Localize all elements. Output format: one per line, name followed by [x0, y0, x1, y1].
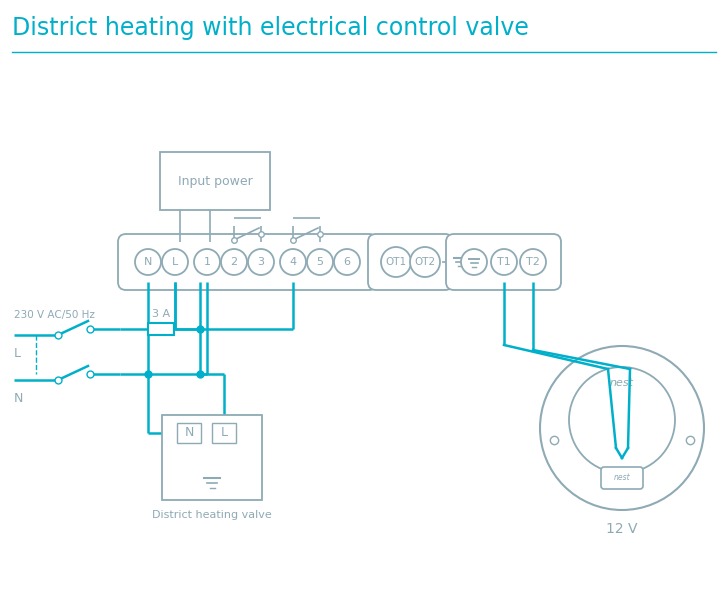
Text: 4: 4: [290, 257, 296, 267]
Circle shape: [461, 249, 487, 275]
Text: 230 V AC/50 Hz: 230 V AC/50 Hz: [14, 310, 95, 320]
Circle shape: [334, 249, 360, 275]
Text: nest: nest: [610, 378, 634, 388]
Bar: [177, 423, 201, 443]
Text: District heating valve: District heating valve: [152, 510, 272, 520]
Text: 1: 1: [204, 257, 210, 267]
Text: N: N: [144, 257, 152, 267]
FancyBboxPatch shape: [368, 234, 453, 290]
Bar: [160, 152, 270, 210]
Bar: [148, 323, 174, 335]
Circle shape: [410, 247, 440, 277]
Circle shape: [221, 249, 247, 275]
Circle shape: [248, 249, 274, 275]
Circle shape: [381, 247, 411, 277]
Circle shape: [520, 249, 546, 275]
Text: 3 A: 3 A: [152, 309, 170, 319]
Circle shape: [135, 249, 161, 275]
Bar: [162, 415, 262, 500]
Text: 3: 3: [258, 257, 264, 267]
Text: L: L: [221, 426, 227, 440]
FancyBboxPatch shape: [118, 234, 377, 290]
Bar: [212, 423, 236, 443]
Text: 12 V: 12 V: [606, 522, 638, 536]
Text: T1: T1: [497, 257, 511, 267]
Circle shape: [194, 249, 220, 275]
Text: nest: nest: [614, 473, 630, 482]
Text: N: N: [14, 392, 23, 405]
Text: OT2: OT2: [414, 257, 435, 267]
Text: L: L: [172, 257, 178, 267]
Circle shape: [491, 249, 517, 275]
Circle shape: [162, 249, 188, 275]
Text: OT1: OT1: [385, 257, 406, 267]
FancyBboxPatch shape: [601, 467, 643, 489]
Circle shape: [307, 249, 333, 275]
Text: T2: T2: [526, 257, 540, 267]
Text: 5: 5: [317, 257, 323, 267]
Text: N: N: [184, 426, 194, 440]
Circle shape: [569, 367, 675, 473]
Text: L: L: [14, 347, 21, 360]
Circle shape: [540, 346, 704, 510]
Circle shape: [280, 249, 306, 275]
Text: District heating with electrical control valve: District heating with electrical control…: [12, 16, 529, 40]
Text: 2: 2: [231, 257, 237, 267]
Text: 6: 6: [344, 257, 350, 267]
Text: Input power: Input power: [178, 175, 253, 188]
FancyBboxPatch shape: [446, 234, 561, 290]
